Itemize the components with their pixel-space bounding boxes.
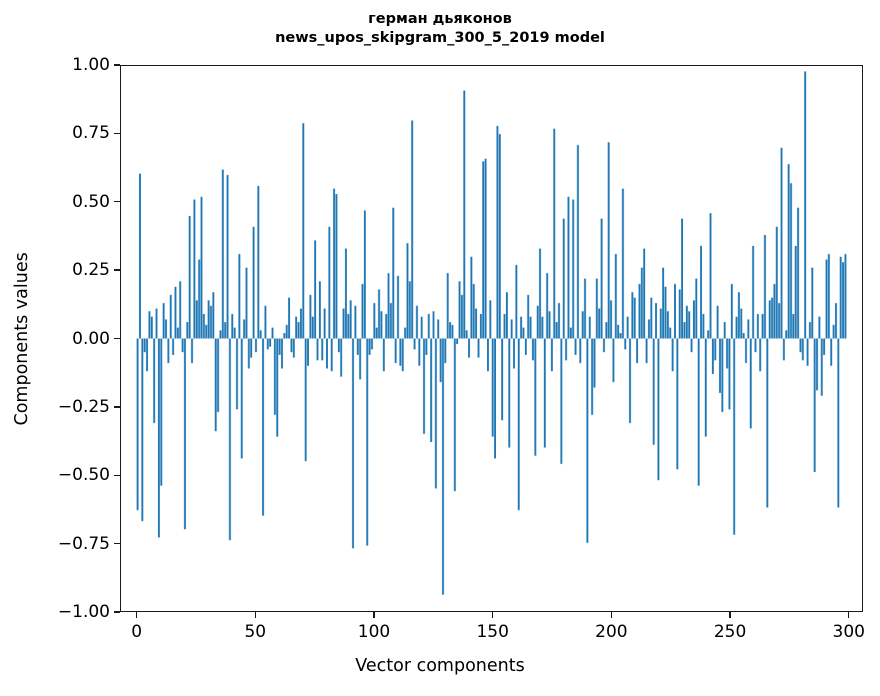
x-tick-mark xyxy=(254,612,256,618)
x-tick-label: 100 xyxy=(357,622,391,642)
x-tick-label: 0 xyxy=(131,622,143,642)
y-tick-mark xyxy=(114,542,120,545)
x-tick-mark xyxy=(848,612,850,618)
y-tick-mark xyxy=(114,132,120,135)
y-tick-label: 0.00 xyxy=(72,328,110,349)
y-tick-label: 0.50 xyxy=(72,191,110,212)
y-axis-label: Components values xyxy=(12,251,32,425)
y-tick-label: 0.75 xyxy=(72,123,110,144)
y-tick-label: 1.00 xyxy=(72,55,110,75)
bar-series-canvas xyxy=(121,66,862,611)
x-tick-mark xyxy=(492,612,494,618)
x-axis-label: Vector components xyxy=(355,656,525,676)
x-tick-mark xyxy=(135,612,138,618)
plot-area xyxy=(120,65,863,612)
x-tick-mark xyxy=(373,612,375,618)
y-tick-label: −1.00 xyxy=(57,602,110,622)
y-tick-mark xyxy=(114,64,120,66)
x-tick-label: 150 xyxy=(476,622,509,642)
x-tick-mark xyxy=(610,612,613,618)
y-tick-mark xyxy=(114,201,120,203)
y-tick-mark xyxy=(114,337,120,340)
x-tick-mark xyxy=(729,612,731,618)
y-tick-mark xyxy=(114,611,120,613)
chart-title-line-1: герман дьяконов xyxy=(368,11,512,27)
chart-title-line-2: news_upos_skipgram_300_5_2019 model xyxy=(275,30,605,46)
y-tick-mark xyxy=(114,406,120,408)
y-tick-label: −0.25 xyxy=(57,396,110,417)
chart-title: герман дьяконов news_upos_skipgram_300_5… xyxy=(0,10,880,48)
x-tick-label: 250 xyxy=(713,622,747,642)
x-tick-label: 300 xyxy=(832,622,865,642)
y-tick-label: −0.50 xyxy=(57,465,110,486)
x-tick-label: 50 xyxy=(244,622,267,642)
y-tick-label: 0.25 xyxy=(72,260,110,281)
y-tick-mark xyxy=(114,474,120,476)
x-tick-label: 200 xyxy=(595,622,628,642)
y-tick-mark xyxy=(114,269,120,271)
y-tick-label: −0.75 xyxy=(57,533,110,554)
